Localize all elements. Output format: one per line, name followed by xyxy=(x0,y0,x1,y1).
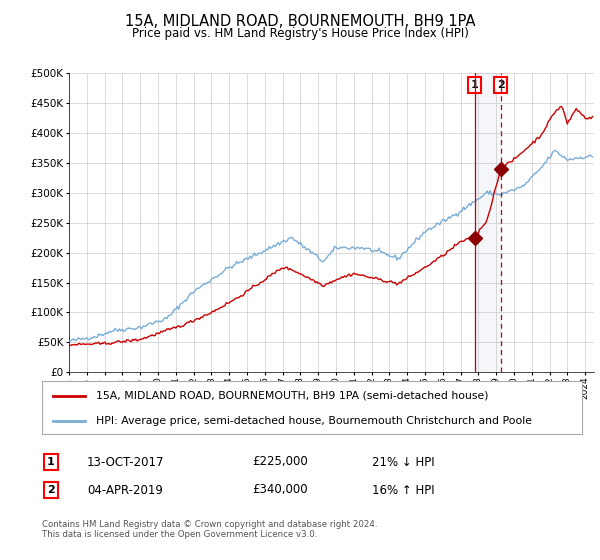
Text: HPI: Average price, semi-detached house, Bournemouth Christchurch and Poole: HPI: Average price, semi-detached house,… xyxy=(96,416,532,426)
Text: 15A, MIDLAND ROAD, BOURNEMOUTH, BH9 1PA (semi-detached house): 15A, MIDLAND ROAD, BOURNEMOUTH, BH9 1PA … xyxy=(96,391,488,401)
Text: 15A, MIDLAND ROAD, BOURNEMOUTH, BH9 1PA: 15A, MIDLAND ROAD, BOURNEMOUTH, BH9 1PA xyxy=(125,14,475,29)
Text: £340,000: £340,000 xyxy=(252,483,308,497)
Text: Price paid vs. HM Land Registry's House Price Index (HPI): Price paid vs. HM Land Registry's House … xyxy=(131,27,469,40)
Text: 2: 2 xyxy=(497,80,505,90)
Text: £225,000: £225,000 xyxy=(252,455,308,469)
Text: 1: 1 xyxy=(471,80,478,90)
Text: Contains HM Land Registry data © Crown copyright and database right 2024.
This d: Contains HM Land Registry data © Crown c… xyxy=(42,520,377,539)
Text: 21% ↓ HPI: 21% ↓ HPI xyxy=(372,455,434,469)
Text: 16% ↑ HPI: 16% ↑ HPI xyxy=(372,483,434,497)
Text: 04-APR-2019: 04-APR-2019 xyxy=(87,483,163,497)
Text: 13-OCT-2017: 13-OCT-2017 xyxy=(87,455,164,469)
Bar xyxy=(475,73,501,372)
Text: 2: 2 xyxy=(47,485,55,495)
Text: 1: 1 xyxy=(47,457,55,467)
